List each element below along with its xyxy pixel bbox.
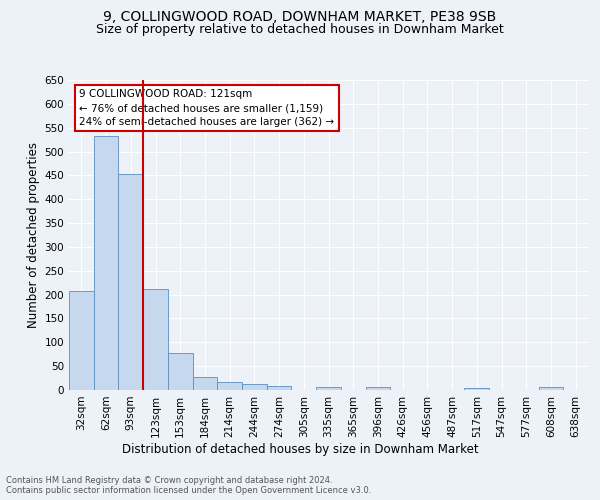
Bar [143,289,168,390]
Bar [69,292,94,390]
Text: Size of property relative to detached houses in Downham Market: Size of property relative to detached ho… [96,22,504,36]
Bar [193,377,217,390]
Text: Contains HM Land Registry data © Crown copyright and database right 2024.
Contai: Contains HM Land Registry data © Crown c… [6,476,371,495]
Text: 9 COLLINGWOOD ROAD: 121sqm
← 76% of detached houses are smaller (1,159)
24% of s: 9 COLLINGWOOD ROAD: 121sqm ← 76% of deta… [79,90,335,128]
Bar [217,382,242,390]
Text: Distribution of detached houses by size in Downham Market: Distribution of detached houses by size … [122,442,478,456]
Y-axis label: Number of detached properties: Number of detached properties [27,142,40,328]
Bar [539,387,563,390]
Bar [464,388,489,390]
Text: 9, COLLINGWOOD ROAD, DOWNHAM MARKET, PE38 9SB: 9, COLLINGWOOD ROAD, DOWNHAM MARKET, PE3… [103,10,497,24]
Bar [94,136,118,390]
Bar [168,354,193,390]
Bar [267,386,292,390]
Bar [365,386,390,390]
Bar [316,386,341,390]
Bar [242,384,267,390]
Bar [118,174,143,390]
